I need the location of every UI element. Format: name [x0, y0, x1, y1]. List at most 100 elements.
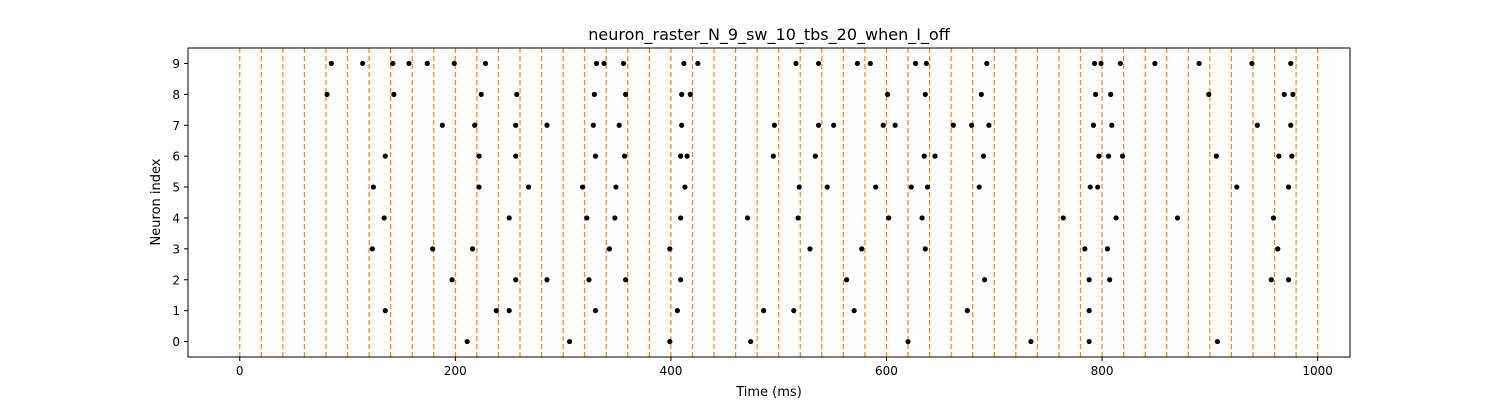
spike-point: [921, 153, 927, 159]
spike-point: [369, 246, 375, 252]
spike-point: [919, 215, 925, 221]
x-axis-ticks: 0 200 400 600 800 1000: [236, 357, 1333, 378]
spike-point: [867, 60, 873, 67]
spike-point: [922, 91, 928, 97]
spike-point: [1290, 91, 1296, 97]
x-tick-label: 0: [236, 364, 244, 378]
spike-point: [923, 60, 929, 67]
spike-point: [1206, 91, 1212, 97]
spike-point: [1152, 60, 1158, 67]
spike-point: [679, 122, 685, 128]
spike-point: [1119, 153, 1126, 159]
spike-point: [969, 122, 975, 128]
spike-point: [824, 184, 830, 190]
spike-point: [859, 246, 865, 252]
spike-point: [1289, 153, 1295, 159]
spike-point: [623, 91, 629, 97]
spike-point: [1213, 153, 1219, 159]
x-tick-label: 1000: [1302, 364, 1333, 378]
y-tick-label: 7: [172, 119, 180, 133]
x-tick-label: 400: [659, 364, 682, 378]
spike-point: [770, 153, 776, 159]
spike-point: [981, 277, 988, 283]
spike-point: [513, 122, 519, 128]
spike-point: [1107, 277, 1113, 283]
spike-point: [382, 308, 388, 314]
spike-point: [695, 60, 701, 67]
spike-point: [986, 122, 992, 128]
y-tick-label: 3: [172, 242, 180, 256]
spike-point: [771, 122, 777, 128]
spike-point: [667, 338, 673, 345]
spike-point: [815, 60, 822, 67]
spike-point: [544, 277, 550, 283]
y-tick-label: 5: [172, 181, 180, 195]
spike-point: [1268, 277, 1274, 283]
spike-point: [424, 60, 430, 67]
spike-point: [807, 246, 813, 252]
spike-point: [1108, 91, 1114, 97]
spike-point: [476, 153, 482, 159]
spike-point: [592, 308, 599, 314]
spike-point: [950, 122, 956, 128]
spike-point: [613, 184, 619, 190]
spike-point: [593, 60, 600, 67]
spike-point: [912, 60, 919, 67]
spike-point: [591, 91, 597, 97]
spike-point: [506, 308, 512, 314]
spike-point: [1090, 122, 1097, 128]
spike-point: [464, 338, 470, 345]
y-tick-label: 8: [172, 88, 180, 102]
spike-point: [606, 246, 613, 252]
spike-point: [451, 60, 457, 67]
spike-point: [678, 277, 684, 283]
spike-point: [590, 122, 596, 128]
spike-point: [682, 184, 688, 190]
spike-point: [620, 60, 627, 67]
spike-point: [1113, 215, 1119, 221]
x-axis-label: Time (ms): [735, 385, 802, 400]
spike-point: [892, 122, 898, 128]
spike-point: [1098, 60, 1104, 67]
spike-point: [469, 246, 476, 252]
spike-point: [980, 153, 987, 159]
plot-frame: [187, 47, 1351, 358]
spike-point: [1174, 215, 1181, 221]
spike-point: [684, 153, 690, 159]
chart-title: neuron_raster_N_9_sw_10_tbs_20_when_I_of…: [588, 25, 950, 45]
spike-point: [880, 122, 886, 128]
spike-point: [439, 122, 445, 128]
spike-point: [812, 153, 818, 159]
spike-point: [793, 60, 799, 67]
spike-point: [476, 184, 482, 190]
spike-point: [873, 184, 879, 190]
spike-point: [795, 215, 801, 221]
spike-point: [1276, 153, 1282, 159]
spike-point: [1285, 184, 1292, 190]
spike-point: [1275, 246, 1281, 252]
spike-point: [854, 60, 860, 67]
spike-point: [586, 277, 592, 283]
y-tick-label: 0: [172, 335, 180, 349]
spike-point: [1234, 184, 1240, 190]
spike-point: [908, 184, 914, 190]
spike-point: [791, 308, 797, 314]
spike-point: [592, 153, 599, 159]
spike-point: [381, 215, 387, 221]
spike-point: [687, 91, 693, 97]
spike-point: [506, 215, 512, 221]
spike-point: [360, 60, 366, 67]
spike-point: [1281, 91, 1287, 97]
spike-point: [1270, 215, 1277, 221]
spike-point: [1095, 184, 1101, 190]
spike-point: [1082, 246, 1088, 252]
spike-point: [1086, 277, 1092, 283]
spike-point: [978, 91, 984, 97]
spike-point: [449, 277, 455, 283]
y-axis-ticks: 0 1 2 3 4 5 6 7 8 9: [172, 57, 188, 349]
spike-point: [744, 215, 751, 221]
spike-point: [1288, 122, 1294, 128]
spike-point: [406, 60, 412, 67]
spike-point: [514, 91, 520, 97]
